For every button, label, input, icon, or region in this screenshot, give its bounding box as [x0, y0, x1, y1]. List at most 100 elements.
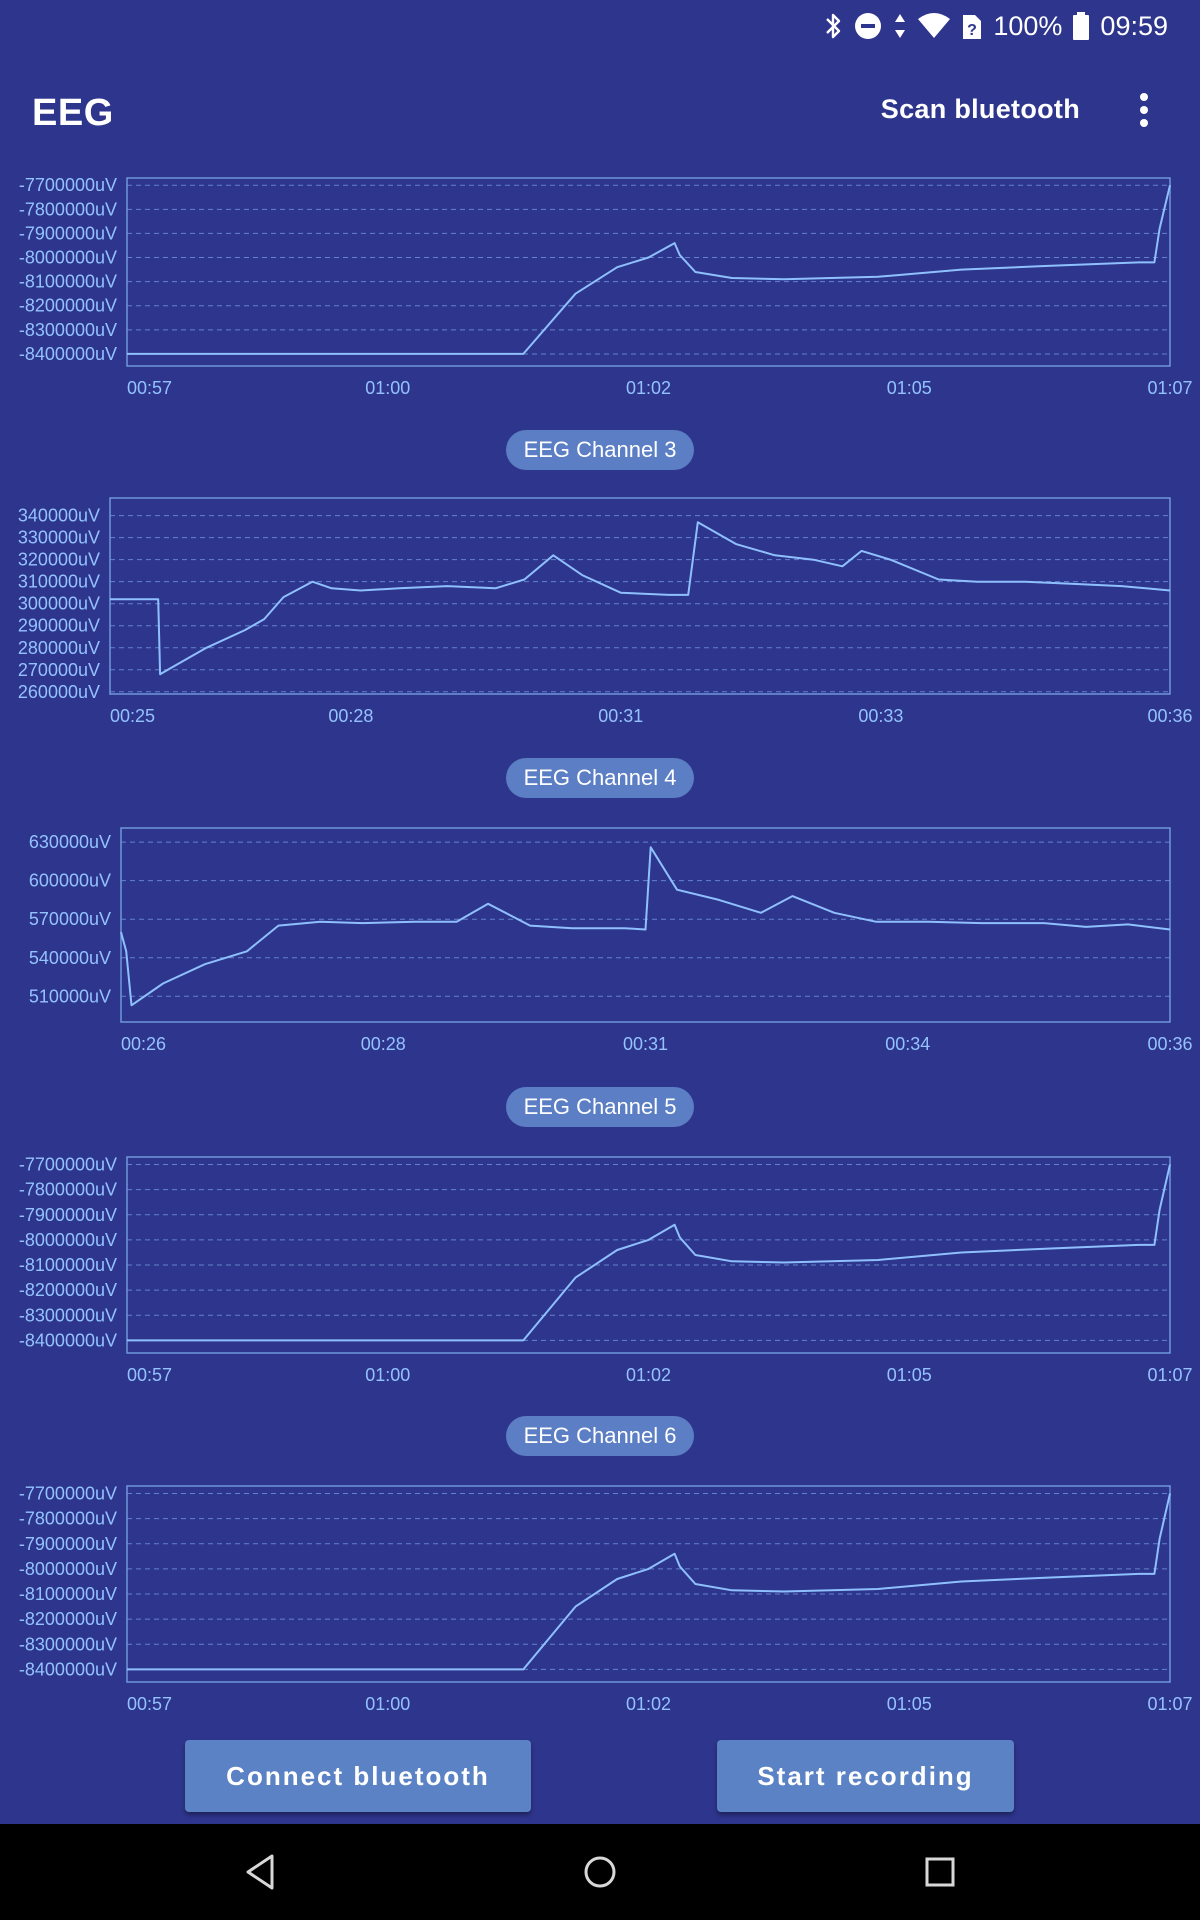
y-tick-label: 540000uV: [29, 948, 111, 968]
x-tick-label: 01:02: [626, 1365, 671, 1385]
y-tick-label: -8200000uV: [19, 1280, 117, 1300]
y-tick-label: -8400000uV: [19, 1330, 117, 1350]
sim-unknown-icon: ?: [961, 11, 983, 41]
chart-frame: [109, 497, 1171, 695]
x-tick-label: 00:34: [885, 1034, 930, 1054]
app-bar: EEG Scan bluetooth: [0, 50, 1200, 178]
chart-svg: 510000uV 540000uV 570000uV 600000uV 630000uV…: [29, 827, 1193, 1054]
y-tick-label: 270000uV: [18, 660, 100, 680]
series-line: [127, 1493, 1171, 1671]
chart-svg: -8400000uV -8300000uV -8200000uV -8100000uV…: [19, 1484, 1193, 1714]
y-tick-label: -8400000uV: [19, 344, 117, 364]
start-recording-button[interactable]: Start recording: [717, 1740, 1014, 1812]
y-tick-label: -8400000uV: [19, 1659, 117, 1679]
y-tick-label: 630000uV: [29, 832, 111, 852]
y-tick-label: -7800000uV: [19, 199, 117, 219]
scan-bluetooth-button[interactable]: Scan bluetooth: [880, 94, 1080, 124]
recents-icon[interactable]: [922, 1852, 958, 1892]
series-line: [120, 846, 1171, 1007]
x-tick-label: 00:28: [328, 706, 373, 726]
y-tick-label: -7700000uV: [19, 175, 117, 195]
y-tick-label: -8000000uV: [19, 248, 117, 268]
y-tick-label: -8200000uV: [19, 296, 117, 316]
y-tick-label: -7900000uV: [19, 1534, 117, 1554]
status-bar: ? 100% 09:59: [0, 0, 1200, 50]
x-tick-label: 00:36: [1147, 706, 1192, 726]
navigation-bar: [0, 1824, 1200, 1920]
x-tick-label: 00:26: [121, 1034, 166, 1054]
more-vertical-icon: [1140, 93, 1148, 127]
y-tick-label: 260000uV: [18, 682, 100, 702]
status-icons: ? 100% 09:59: [823, 6, 1168, 46]
x-tick-label: 00:31: [598, 706, 643, 726]
y-tick-label: -8300000uV: [19, 1634, 117, 1654]
app-title: EEG: [32, 92, 114, 134]
y-tick-label: 290000uV: [18, 616, 100, 636]
y-tick-label: -7800000uV: [19, 1180, 117, 1200]
y-tick-label: -7800000uV: [19, 1509, 117, 1529]
y-tick-label: -8000000uV: [19, 1559, 117, 1579]
x-tick-label: 00:57: [127, 378, 172, 398]
x-tick-label: 01:05: [887, 378, 932, 398]
eeg-chart-channel-4: 510000uV 540000uV 570000uV 600000uV 630000uV…: [0, 816, 1200, 1056]
chart-frame: [120, 827, 1171, 1023]
y-tick-label: -8200000uV: [19, 1609, 117, 1629]
x-tick-label: 01:02: [626, 1694, 671, 1714]
x-tick-label: 00:36: [1147, 1034, 1192, 1054]
do-not-disturb-icon: [853, 11, 883, 41]
y-tick-label: 330000uV: [18, 528, 100, 548]
series-line: [127, 184, 1171, 355]
chart-svg: 260000uV270000uV280000uV290000uV300000uV…: [18, 497, 1193, 726]
x-tick-label: 01:05: [887, 1365, 932, 1385]
y-tick-label: -8300000uV: [19, 1305, 117, 1325]
back-icon[interactable]: [244, 1852, 276, 1892]
wifi-icon: [917, 11, 951, 41]
svg-text:?: ?: [967, 22, 977, 39]
eeg-chart-channel-3: 260000uV 270000uV 280000uV 290000uV 300000uV…: [0, 488, 1200, 728]
bluetooth-icon: [823, 11, 843, 41]
chart-svg: -8400000uV -8300000uV -8200000uV -8100000uV…: [19, 1155, 1193, 1385]
y-tick-label: 510000uV: [29, 986, 111, 1006]
y-tick-label: -8100000uV: [19, 1584, 117, 1604]
x-tick-label: 01:05: [887, 1694, 932, 1714]
connect-bluetooth-button[interactable]: Connect bluetooth: [185, 1740, 531, 1812]
eeg-chart-channel-6: -8400000uV -8300000uV -8200000uV -8100000uV…: [0, 1474, 1200, 1714]
y-tick-label: -8300000uV: [19, 320, 117, 340]
y-tick-label: -8000000uV: [19, 1230, 117, 1250]
clock: 09:59: [1100, 10, 1168, 41]
x-tick-label: 00:28: [361, 1034, 406, 1054]
x-tick-label: 00:33: [858, 706, 903, 726]
x-tick-label: 00:25: [110, 706, 155, 726]
x-tick-label: 01:00: [365, 1365, 410, 1385]
x-tick-label: 01:00: [365, 1694, 410, 1714]
overflow-menu-button[interactable]: [1132, 90, 1156, 130]
y-tick-label: -8100000uV: [19, 272, 117, 292]
y-tick-label: 300000uV: [18, 594, 100, 614]
eeg-chart-top: -8400000uV -8300000uV -8200000uV -8100000uV…: [0, 175, 1200, 408]
eeg-chart-channel-5: -8400000uV -8300000uV -8200000uV -8100000uV…: [0, 1145, 1200, 1385]
x-tick-label: 01:02: [626, 378, 671, 398]
series-line: [110, 521, 1171, 676]
channel-label-3: EEG Channel 3: [506, 430, 694, 470]
y-tick-label: 340000uV: [18, 506, 100, 526]
x-tick-label: 00:57: [127, 1365, 172, 1385]
battery-full-icon: [1072, 11, 1090, 41]
y-tick-label: -7700000uV: [19, 1155, 117, 1175]
x-tick-label: 01:07: [1147, 1365, 1192, 1385]
x-tick-label: 01:07: [1147, 1694, 1192, 1714]
y-tick-label: -7900000uV: [19, 223, 117, 243]
y-tick-label: -7700000uV: [19, 1484, 117, 1504]
y-tick-label: 310000uV: [18, 572, 100, 592]
data-arrows-icon: [893, 11, 907, 41]
channel-label-6: EEG Channel 6: [506, 1416, 694, 1456]
y-tick-label: -7900000uV: [19, 1205, 117, 1225]
chart-svg: -8400000uV -8300000uV -8200000uV -8100000uV…: [19, 175, 1193, 398]
battery-percent: 100%: [993, 10, 1063, 41]
chart-frame: [126, 1485, 1171, 1683]
x-tick-label: 00:57: [127, 1694, 172, 1714]
home-icon[interactable]: [580, 1852, 620, 1892]
y-tick-label: -8100000uV: [19, 1255, 117, 1275]
y-tick-label: 600000uV: [29, 871, 111, 891]
y-tick-label: 280000uV: [18, 638, 100, 658]
x-tick-label: 00:31: [623, 1034, 668, 1054]
